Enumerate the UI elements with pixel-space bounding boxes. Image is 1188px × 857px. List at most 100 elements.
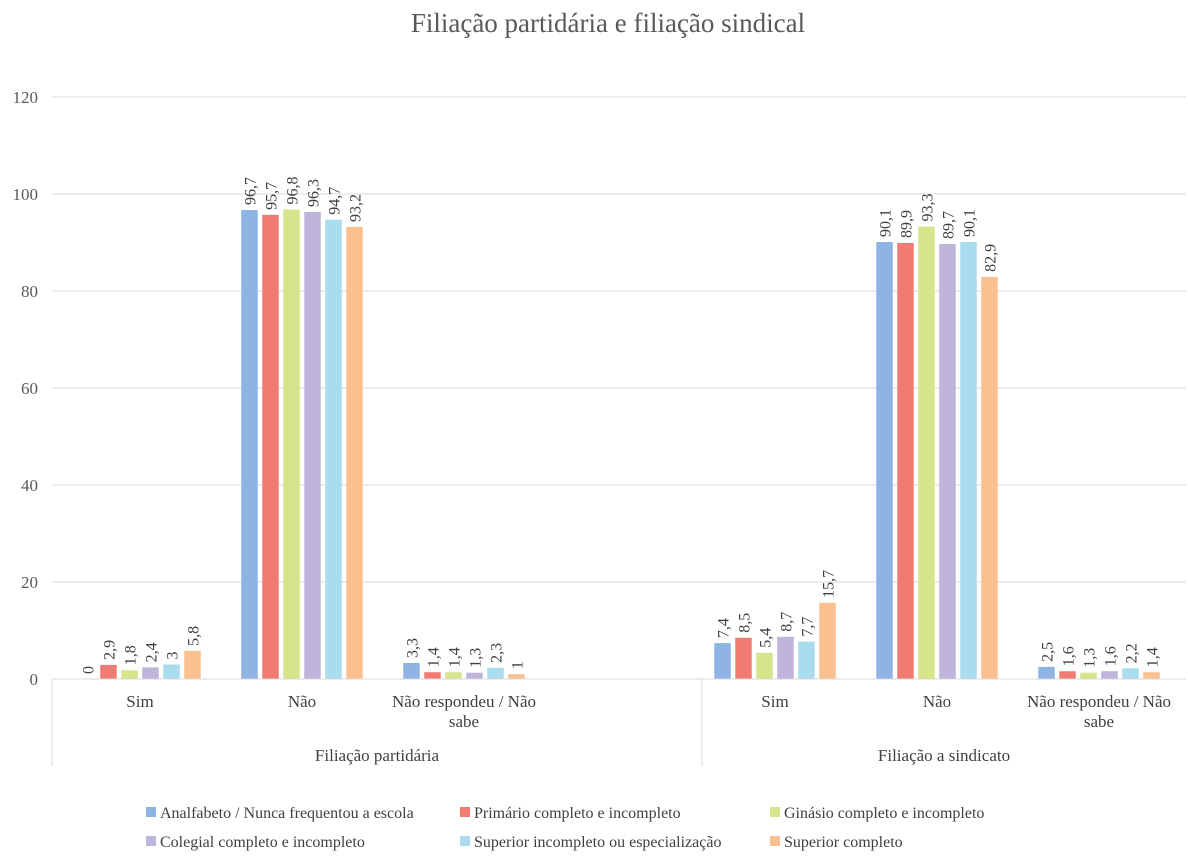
data-label: 3,3 [405,638,422,658]
data-label: 15,7 [821,570,838,598]
legend-swatch [146,836,156,846]
legend-swatch [770,836,780,846]
legend-label: Superior completo [784,834,903,851]
bar [466,672,483,679]
data-label: 1,6 [1103,646,1120,666]
legend-label: Analfabeto / Nunca frequentou a escola [160,805,414,822]
x-category-label: Sim [126,692,153,711]
bar [283,209,300,679]
bar [325,219,342,679]
x-category-label: Não respondeu / Não sabe [392,692,536,731]
data-label: 1,4 [447,647,464,667]
data-label: 1 [510,661,527,669]
data-label: 2,4 [144,642,161,662]
x-category-label: Não [288,692,316,711]
y-tick-labels: 0 20 40 60 80 100 120 [13,88,39,689]
bar [960,242,977,679]
bar [1038,666,1055,679]
data-labels: 096,73,37,490,12,52,995,71,48,589,91,61,… [81,177,1162,674]
data-label: 2,2 [1124,643,1141,663]
data-label: 1,4 [426,647,443,667]
data-label: 96,8 [285,177,302,205]
bar [142,667,159,679]
data-label: 90,1 [962,209,979,237]
data-label: 82,9 [983,244,1000,272]
data-label: 1,3 [1082,648,1099,668]
bar [735,637,752,679]
data-label: 3 [165,651,182,659]
bar [1101,671,1118,679]
bar [777,636,794,679]
bar [756,652,773,679]
gridlines [52,96,1186,583]
data-label: 5,4 [758,628,775,648]
bar [714,643,731,679]
data-label: 7,7 [800,617,817,637]
data-label: 1,4 [1145,647,1162,667]
bar [304,211,321,679]
data-label: 89,7 [941,211,958,239]
x-group-label: Filiação a sindicato [878,746,1010,765]
legend-label: Superior incompleto ou especialização [474,834,721,851]
x-category-label: Não respondeu / Não sabe [1027,692,1171,731]
bar [163,664,180,679]
bar [1143,672,1160,679]
legend-swatch [460,836,470,846]
data-label: 93,3 [920,193,937,221]
chart-title: Filiação partidária e filiação sindical [411,8,805,38]
y-tick-label: 80 [21,282,38,301]
bar [121,670,138,679]
legend-swatch [146,807,156,817]
bar [184,650,201,679]
data-label: 8,7 [779,612,796,632]
bar [241,210,258,679]
legend-swatch [770,807,780,817]
data-label: 96,3 [306,179,323,207]
data-label: 96,7 [243,177,260,205]
bar [981,276,998,679]
legend-label: Ginásio completo e incompleto [784,805,984,822]
data-label: 5,8 [186,626,203,646]
legend-label: Colegial completo e incompleto [160,834,365,851]
bar [798,641,815,679]
y-tick-label: 60 [21,379,38,398]
legend-label: Primário completo e incompleto [474,805,681,822]
y-tick-label: 40 [21,476,38,495]
data-label: 8,5 [737,613,754,633]
bar [918,226,935,679]
data-label: 94,7 [327,187,344,215]
y-tick-label: 20 [21,573,38,592]
bar [424,672,441,679]
y-tick-label: 100 [13,185,39,204]
data-label: 89,9 [899,210,916,238]
x-category-label: Não [923,692,951,711]
bar [487,667,504,679]
data-label: 2,9 [102,640,119,660]
bar [819,602,836,679]
bar [876,242,893,679]
data-label: 1,3 [468,648,485,668]
bar [939,243,956,679]
data-label: 1,8 [123,645,140,665]
bar [1080,672,1097,679]
x-group-label: Filiação partidária [315,746,440,765]
bar [403,662,420,679]
bar [508,674,525,679]
data-label: 1,6 [1061,646,1078,666]
bar [445,672,462,679]
y-tick-label: 120 [13,88,39,107]
bar [897,242,914,680]
legend: Analfabeto / Nunca frequentou a escola Pr… [146,805,984,851]
x-category-label: Sim [761,692,788,711]
data-label: 2,5 [1040,642,1057,662]
x-axis: Sim Não Não respondeu / Não sabe Sim Não Não r… [51,678,1186,766]
legend-swatch [460,807,470,817]
data-label: 95,7 [264,182,281,210]
bar [1122,668,1139,679]
data-label: 93,2 [348,194,365,222]
bars [100,209,1160,680]
bar [1059,671,1076,679]
data-label: 90,1 [878,209,895,237]
data-label: 7,4 [716,618,733,638]
